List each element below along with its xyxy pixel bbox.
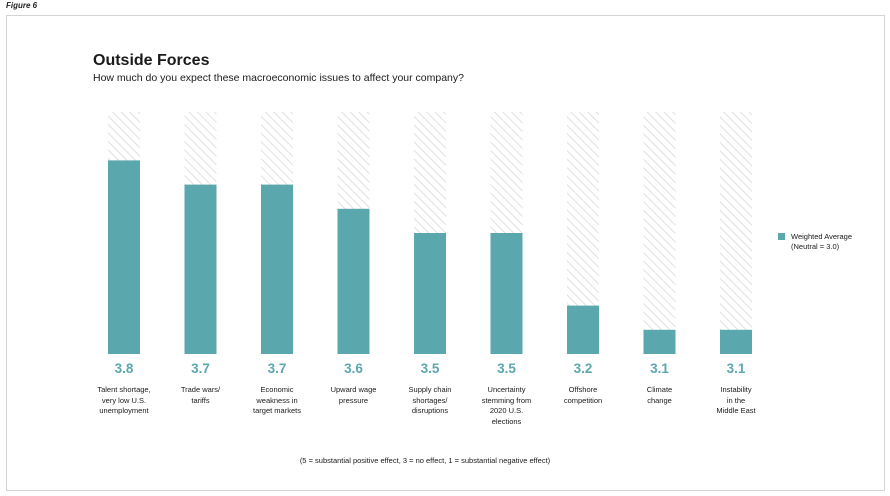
chart-subtitle: How much do you expect these macroeconom… [93, 72, 464, 84]
category-label: Economic weakness in target markets [253, 385, 301, 415]
category-label: Upward wage pressure [330, 385, 377, 405]
bar [567, 305, 599, 354]
figure-label: Figure 6 [6, 1, 38, 10]
bar [490, 233, 523, 354]
data-label: 3.5 [420, 361, 440, 376]
category-label: Supply chain shortages/ disruptions [408, 385, 452, 415]
data-label: 3.2 [573, 361, 593, 376]
bar [414, 233, 446, 354]
bar [643, 329, 676, 354]
category-label: Talent shortage, very low U.S. unemploym… [97, 385, 151, 415]
bar [184, 184, 217, 354]
bar-background [720, 112, 752, 354]
data-label: 3.8 [114, 361, 134, 376]
data-label: 3.7 [191, 361, 210, 376]
bar [720, 329, 752, 354]
category-label: Instability in the Middle East [716, 385, 756, 415]
category-label: Offshore competition [563, 385, 603, 405]
legend: Weighted Average (Neutral = 3.0) [778, 232, 852, 252]
data-label: 3.1 [650, 361, 669, 376]
data-label: 3.1 [726, 361, 746, 376]
data-label: 3.6 [344, 361, 363, 376]
bars-group [108, 112, 752, 354]
category-label: Uncertainty stemming from 2020 U.S. elec… [481, 385, 532, 426]
bar [261, 184, 293, 354]
legend-label: Weighted Average (Neutral = 3.0) [791, 232, 853, 251]
category-label: Trade wars/ tariffs [180, 385, 221, 405]
data-label: 3.5 [497, 361, 516, 376]
data-label: 3.7 [267, 361, 287, 376]
category-label: Climate change [646, 385, 673, 405]
legend-swatch [778, 233, 785, 240]
bar [108, 160, 140, 354]
bar [337, 208, 370, 354]
footnote: (5 = substantial positive effect, 3 = no… [299, 456, 551, 465]
bar-background [643, 112, 676, 354]
chart-title: Outside Forces [93, 52, 210, 69]
